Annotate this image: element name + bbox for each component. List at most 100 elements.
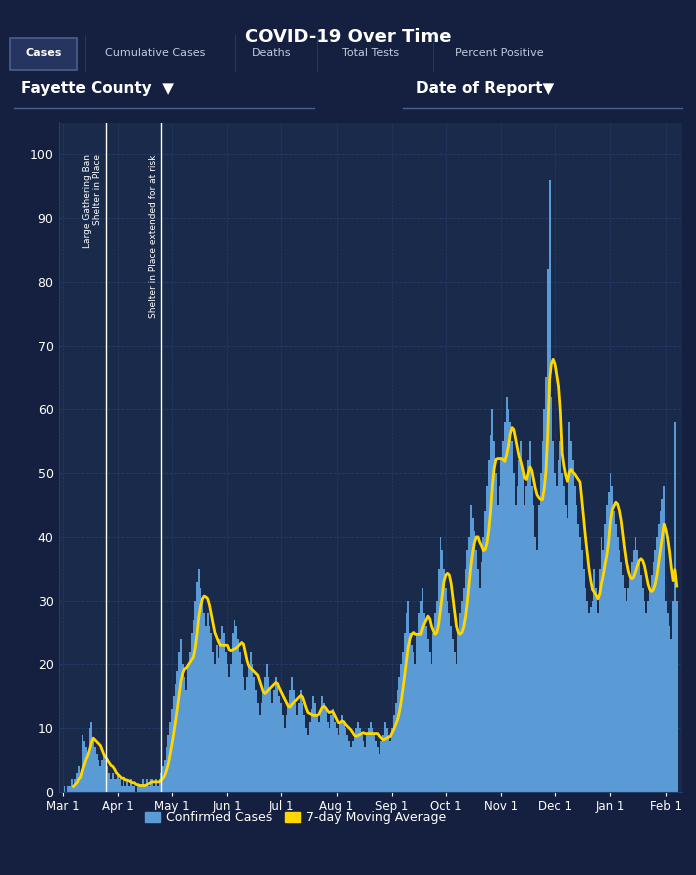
Bar bbox=[465, 569, 466, 792]
Bar bbox=[134, 786, 135, 792]
Bar bbox=[570, 441, 572, 792]
Bar bbox=[636, 550, 638, 792]
Bar bbox=[382, 734, 384, 792]
Bar bbox=[576, 505, 578, 792]
Bar bbox=[264, 677, 266, 792]
Bar bbox=[126, 779, 128, 792]
Bar bbox=[313, 696, 314, 792]
Bar bbox=[262, 690, 264, 792]
Bar bbox=[137, 786, 139, 792]
Bar bbox=[423, 613, 425, 792]
Bar bbox=[203, 613, 205, 792]
Bar bbox=[645, 613, 647, 792]
Bar bbox=[436, 600, 438, 792]
Bar bbox=[72, 786, 74, 792]
Bar bbox=[80, 773, 81, 792]
Bar bbox=[608, 493, 610, 792]
Bar bbox=[139, 786, 141, 792]
Bar bbox=[345, 728, 347, 792]
Bar bbox=[402, 652, 404, 792]
Text: Date of Report▼: Date of Report▼ bbox=[416, 80, 555, 95]
Bar bbox=[404, 633, 406, 792]
Bar bbox=[285, 716, 287, 792]
Bar bbox=[205, 626, 207, 792]
Bar bbox=[447, 600, 448, 792]
Bar bbox=[373, 734, 375, 792]
Bar bbox=[359, 728, 361, 792]
Bar bbox=[493, 441, 495, 792]
Bar bbox=[479, 588, 481, 792]
Bar bbox=[331, 716, 332, 792]
Bar bbox=[366, 734, 368, 792]
Text: Cases: Cases bbox=[26, 47, 62, 58]
Bar bbox=[484, 511, 486, 792]
Bar bbox=[470, 505, 472, 792]
Bar bbox=[151, 779, 153, 792]
Bar bbox=[322, 696, 323, 792]
Bar bbox=[259, 716, 260, 792]
Bar bbox=[87, 753, 88, 792]
Bar bbox=[282, 716, 284, 792]
Bar bbox=[631, 563, 633, 792]
Bar bbox=[291, 677, 293, 792]
Bar bbox=[611, 486, 613, 792]
Bar bbox=[407, 600, 409, 792]
Bar bbox=[294, 703, 296, 792]
Bar bbox=[647, 600, 649, 792]
Bar bbox=[271, 703, 273, 792]
Bar bbox=[332, 709, 334, 792]
Bar bbox=[569, 422, 570, 792]
Bar bbox=[239, 652, 241, 792]
Bar bbox=[503, 441, 504, 792]
Bar bbox=[284, 728, 285, 792]
Bar bbox=[88, 728, 90, 792]
Bar bbox=[112, 773, 113, 792]
Bar bbox=[335, 728, 338, 792]
Bar bbox=[624, 588, 626, 792]
Bar bbox=[341, 716, 343, 792]
Bar bbox=[361, 734, 363, 792]
Bar bbox=[431, 664, 432, 792]
Bar bbox=[626, 600, 628, 792]
Bar bbox=[560, 441, 561, 792]
Bar bbox=[116, 779, 118, 792]
Bar bbox=[164, 760, 166, 792]
Bar bbox=[84, 741, 85, 792]
Bar bbox=[604, 524, 606, 792]
Bar bbox=[656, 537, 658, 792]
Bar bbox=[642, 588, 644, 792]
Bar bbox=[393, 716, 395, 792]
Bar bbox=[171, 709, 173, 792]
Bar bbox=[234, 620, 235, 792]
Bar bbox=[219, 639, 221, 792]
Bar bbox=[113, 779, 116, 792]
Bar bbox=[301, 703, 303, 792]
Bar bbox=[610, 473, 611, 792]
Bar bbox=[246, 677, 248, 792]
Bar bbox=[63, 786, 65, 792]
Bar bbox=[71, 779, 72, 792]
Bar bbox=[515, 505, 516, 792]
Bar bbox=[535, 537, 536, 792]
Bar bbox=[243, 677, 244, 792]
Bar bbox=[168, 734, 169, 792]
Bar bbox=[354, 734, 356, 792]
Bar bbox=[334, 722, 335, 792]
Bar bbox=[473, 530, 475, 792]
Bar bbox=[377, 747, 379, 792]
Bar bbox=[628, 588, 629, 792]
Text: Percent Positive: Percent Positive bbox=[455, 47, 544, 58]
Bar bbox=[456, 664, 457, 792]
Bar bbox=[622, 575, 624, 792]
Bar bbox=[347, 734, 348, 792]
Bar bbox=[523, 505, 525, 792]
Bar bbox=[411, 645, 413, 792]
Bar bbox=[528, 460, 529, 792]
Bar bbox=[316, 716, 318, 792]
Text: Deaths: Deaths bbox=[251, 47, 291, 58]
Bar bbox=[207, 613, 209, 792]
Bar bbox=[128, 786, 130, 792]
Bar bbox=[372, 728, 373, 792]
Bar bbox=[418, 613, 420, 792]
Bar bbox=[445, 588, 447, 792]
